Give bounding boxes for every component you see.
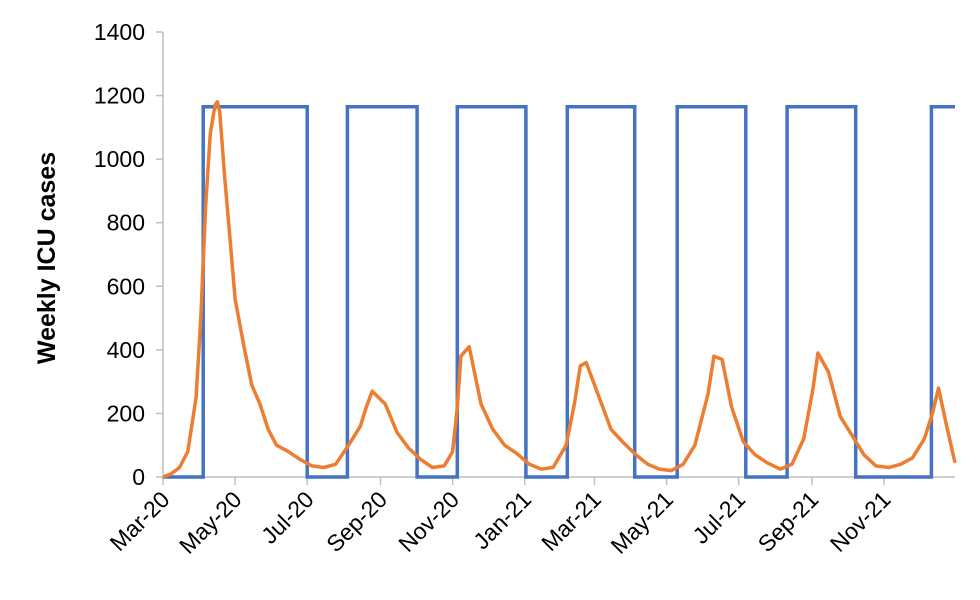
y-tick-label: 600 xyxy=(107,273,145,299)
series-line-orange xyxy=(162,100,957,479)
x-tick-label: Jul-21 xyxy=(688,486,751,549)
y-tick-label: 1000 xyxy=(94,146,145,172)
x-tick-label: Jul-20 xyxy=(256,486,319,549)
series-line-blue xyxy=(163,104,955,479)
x-tick-label: Sep-21 xyxy=(753,486,824,557)
y-tick-label: 400 xyxy=(107,337,145,363)
x-tick-label: May-21 xyxy=(605,486,678,559)
y-tick-label: 800 xyxy=(107,210,145,236)
x-axis-ticks: Mar-20 May-20 Jul-20 Sep-20 Nov-20 Jan-21 Mar-… xyxy=(105,477,896,559)
x-tick-label: Sep-20 xyxy=(321,486,392,557)
y-axis-ticks: 0 200 400 600 800 1000 1200 1400 xyxy=(94,19,163,490)
x-tick-label: Jan-21 xyxy=(468,486,536,554)
y-tick-label: 0 xyxy=(132,464,145,490)
y-axis-label: Weekly ICU cases xyxy=(33,152,61,364)
x-tick-label: Mar-21 xyxy=(536,486,606,556)
x-tick-label: Nov-20 xyxy=(393,486,464,557)
y-tick-label: 1400 xyxy=(94,19,145,45)
x-tick-label: May-20 xyxy=(174,486,247,559)
y-tick-label: 200 xyxy=(107,400,145,426)
y-tick-label: 1200 xyxy=(94,83,145,109)
x-tick-label: Nov-21 xyxy=(825,486,896,557)
x-tick-label: Mar-20 xyxy=(105,486,175,556)
series-layer xyxy=(162,100,957,479)
